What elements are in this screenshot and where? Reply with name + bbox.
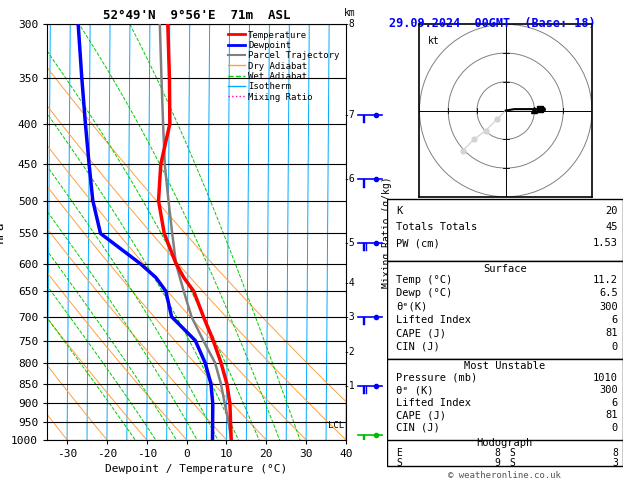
Text: CAPE (J): CAPE (J) <box>396 410 446 420</box>
Text: θᵉ (K): θᵉ (K) <box>396 385 434 395</box>
Text: CAPE (J): CAPE (J) <box>396 328 446 338</box>
Text: 1010: 1010 <box>593 372 618 382</box>
Text: -3: -3 <box>343 312 355 322</box>
Text: 300: 300 <box>599 385 618 395</box>
Text: 8: 8 <box>494 448 500 458</box>
Text: -6: -6 <box>343 174 355 184</box>
Text: 81: 81 <box>606 410 618 420</box>
Text: Temp (°C): Temp (°C) <box>396 275 452 285</box>
Text: 81: 81 <box>606 328 618 338</box>
Text: Hodograph: Hodograph <box>477 438 533 448</box>
Text: 20: 20 <box>606 206 618 216</box>
Text: Pressure (mb): Pressure (mb) <box>396 372 477 382</box>
Text: 1.53: 1.53 <box>593 238 618 248</box>
Text: PW (cm): PW (cm) <box>396 238 440 248</box>
Text: 29.09.2024  00GMT  (Base: 18): 29.09.2024 00GMT (Base: 18) <box>389 17 595 30</box>
Text: -2: -2 <box>343 347 355 357</box>
Text: S: S <box>509 458 515 468</box>
Text: km: km <box>343 8 355 17</box>
Text: 45: 45 <box>606 222 618 232</box>
Text: K: K <box>396 206 403 216</box>
Text: CIN (J): CIN (J) <box>396 423 440 433</box>
Text: -4: -4 <box>343 278 355 288</box>
Text: -5: -5 <box>343 238 355 248</box>
Text: Mixing Ratio (g/kg): Mixing Ratio (g/kg) <box>382 176 392 288</box>
Text: 3: 3 <box>612 458 618 468</box>
Legend: Temperature, Dewpoint, Parcel Trajectory, Dry Adiabat, Wet Adiabat, Isotherm, Mi: Temperature, Dewpoint, Parcel Trajectory… <box>226 29 342 104</box>
Text: 0: 0 <box>612 342 618 352</box>
Text: S: S <box>396 458 402 468</box>
Text: 8: 8 <box>612 448 618 458</box>
Title: 52°49'N  9°56'E  71m  ASL: 52°49'N 9°56'E 71m ASL <box>103 9 291 22</box>
Text: Totals Totals: Totals Totals <box>396 222 477 232</box>
Y-axis label: hPa: hPa <box>0 221 6 243</box>
X-axis label: Dewpoint / Temperature (°C): Dewpoint / Temperature (°C) <box>106 465 287 474</box>
Text: Lifted Index: Lifted Index <box>396 315 471 325</box>
Text: 6.5: 6.5 <box>599 288 618 298</box>
Text: Lifted Index: Lifted Index <box>396 398 471 408</box>
Text: Surface: Surface <box>483 263 526 274</box>
Text: Most Unstable: Most Unstable <box>464 361 545 371</box>
Text: 6: 6 <box>612 398 618 408</box>
Text: S: S <box>509 448 515 458</box>
Text: LCL: LCL <box>328 421 344 430</box>
Text: 11.2: 11.2 <box>593 275 618 285</box>
Text: -8: -8 <box>343 19 355 29</box>
FancyBboxPatch shape <box>387 440 623 466</box>
Text: -7: -7 <box>343 110 355 120</box>
Text: 6: 6 <box>612 315 618 325</box>
Text: -1: -1 <box>343 381 355 391</box>
Text: E: E <box>396 448 402 458</box>
Text: θᵉ(K): θᵉ(K) <box>396 302 428 312</box>
Text: kt: kt <box>428 36 440 46</box>
Text: ASL: ASL <box>338 0 355 1</box>
Text: CIN (J): CIN (J) <box>396 342 440 352</box>
Text: Dewp (°C): Dewp (°C) <box>396 288 452 298</box>
Text: © weatheronline.co.uk: © weatheronline.co.uk <box>448 471 561 480</box>
FancyBboxPatch shape <box>387 261 623 359</box>
Text: 9: 9 <box>494 458 500 468</box>
FancyBboxPatch shape <box>387 359 623 440</box>
FancyBboxPatch shape <box>387 199 623 261</box>
Text: 0: 0 <box>612 423 618 433</box>
Text: 300: 300 <box>599 302 618 312</box>
